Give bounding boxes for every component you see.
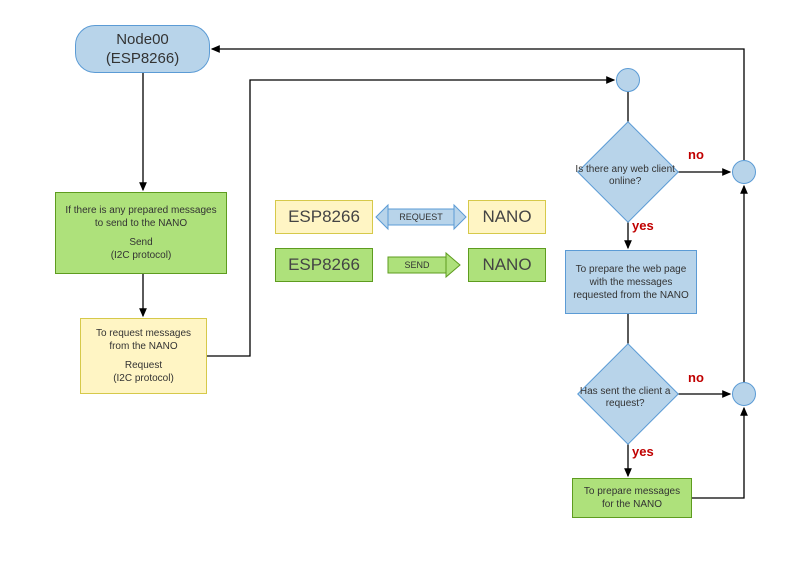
decision1-text: Is there any web client online? — [565, 164, 685, 188]
label-yes2: yes — [632, 444, 654, 459]
send-line4: (I2C protocol) — [111, 249, 172, 262]
legend-nano2: NANO — [468, 248, 546, 282]
label-no1: no — [688, 147, 704, 162]
send-line3: Send — [129, 236, 152, 249]
decision2-text: Has sent the client a request? — [565, 386, 685, 410]
connector-bot — [732, 382, 756, 406]
connector-mid — [732, 160, 756, 184]
decision-web-client: Is there any web client online? — [577, 121, 679, 223]
label-no2: no — [688, 370, 704, 385]
start-line2: (ESP8266) — [106, 49, 179, 69]
prepare-msg-l2: for the NANO — [602, 498, 662, 511]
start-node: Node00 (ESP8266) — [75, 25, 210, 73]
label-yes1: yes — [632, 218, 654, 233]
prepare-msg-box: To prepare messages for the NANO — [572, 478, 692, 518]
request-line2: from the NANO — [109, 340, 177, 353]
prepare-page-l3: requested from the NANO — [573, 289, 689, 302]
prepare-page-box: To prepare the web page with the message… — [565, 250, 697, 314]
prepare-page-l1: To prepare the web page — [576, 263, 687, 276]
prepare-page-l2: with the messages — [590, 276, 673, 289]
legend-esp2: ESP8266 — [275, 248, 373, 282]
request-line4: (I2C protocol) — [113, 372, 174, 385]
decision-client-request: Has sent the client a request? — [577, 343, 679, 445]
legend-send-label: SEND — [388, 257, 446, 273]
send-box: If there is any prepared messages to sen… — [55, 192, 227, 274]
request-line1: To request messages — [96, 327, 191, 340]
legend-nano1: NANO — [468, 200, 546, 234]
request-line3: Request — [125, 359, 162, 372]
send-line2: to send to the NANO — [95, 217, 187, 230]
legend-request-label: REQUEST — [388, 209, 454, 225]
connector-top — [616, 68, 640, 92]
request-box: To request messages from the NANO Reques… — [80, 318, 207, 394]
start-line1: Node00 — [116, 30, 169, 50]
legend-esp1: ESP8266 — [275, 200, 373, 234]
send-line1: If there is any prepared messages — [65, 204, 216, 217]
prepare-msg-l1: To prepare messages — [584, 485, 680, 498]
